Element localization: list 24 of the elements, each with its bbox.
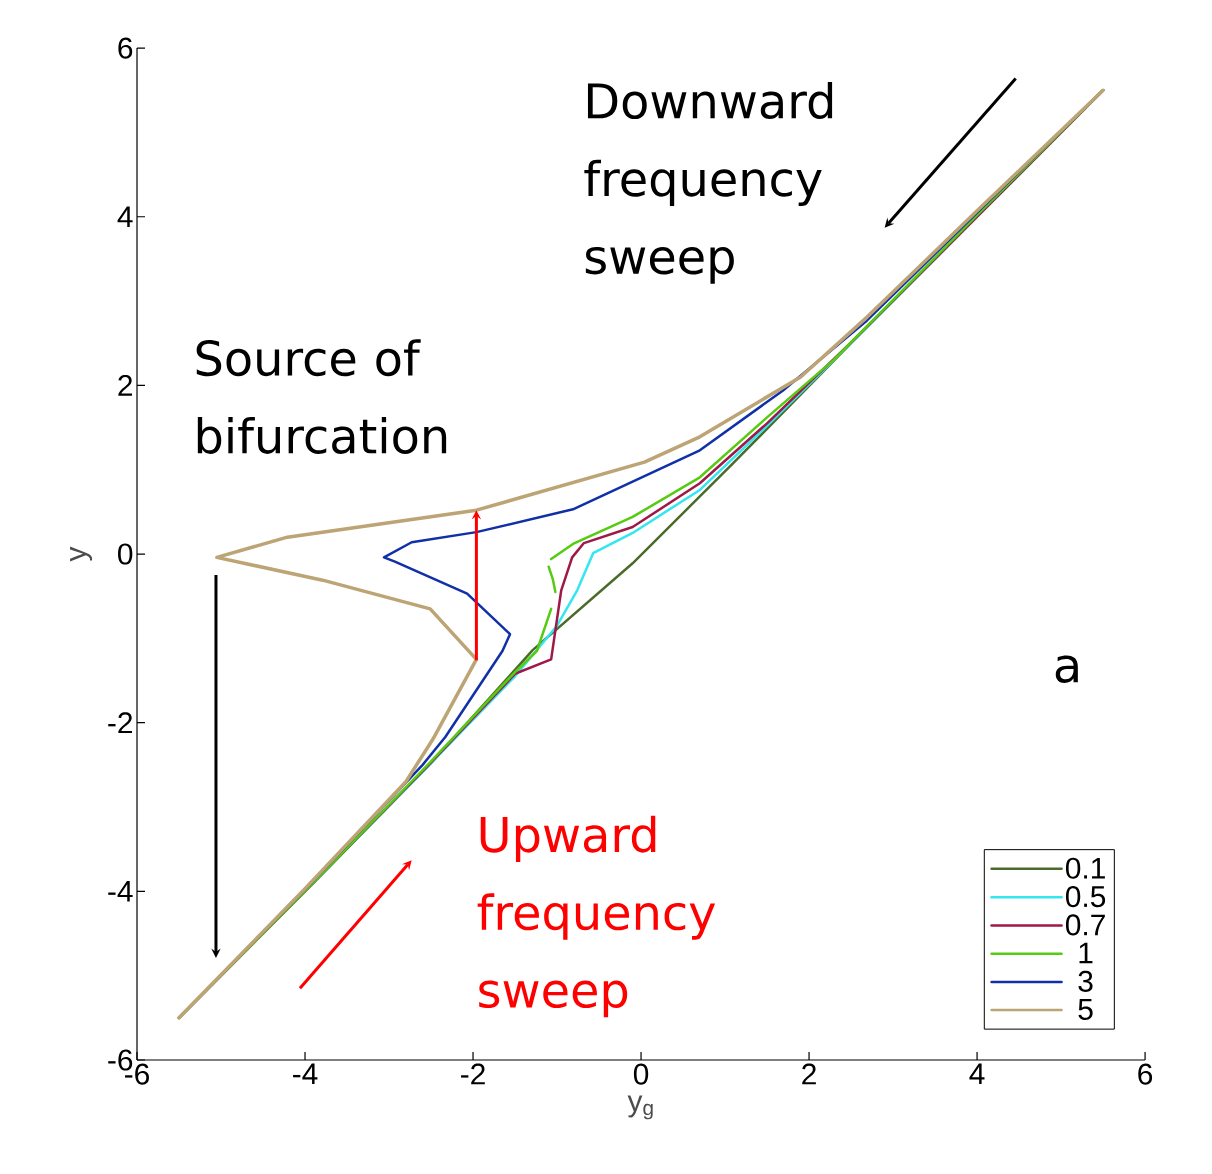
y-tick-label: -2 (108, 712, 132, 734)
y-tick-label: 2 (118, 374, 132, 396)
x-tick-label: -2 (461, 1063, 485, 1085)
x-tick-label: 0 (633, 1063, 649, 1085)
legend-label: 1 (1079, 942, 1093, 964)
y-axis-title: y (70, 546, 93, 562)
annotation: Source of bifurcation (196, 339, 447, 454)
y-tick-label: -4 (108, 881, 133, 902)
annotation: a (1055, 655, 1078, 683)
legend-label: 0.7 (1065, 914, 1105, 936)
legend-label: 3 (1078, 970, 1093, 992)
legend-label: 5 (1078, 999, 1093, 1020)
x-tick-label: 4 (969, 1063, 985, 1085)
x-tick-label: 2 (802, 1063, 816, 1085)
y-tick-label: 6 (118, 37, 133, 59)
x-tick-label: -4 (293, 1063, 318, 1085)
x-tick-label: 6 (1138, 1063, 1153, 1085)
legend-label: 0.5 (1065, 885, 1106, 908)
x-axis-title: y$_{g}$ (627, 1095, 653, 1120)
annotation: Upward frequency sweep (477, 815, 716, 1018)
annotation: Downward frequency sweep (584, 82, 833, 284)
y-tick-label: 4 (117, 206, 133, 228)
y-tick-label: 0 (118, 543, 133, 565)
legend-label: 0.1 (1065, 857, 1105, 879)
